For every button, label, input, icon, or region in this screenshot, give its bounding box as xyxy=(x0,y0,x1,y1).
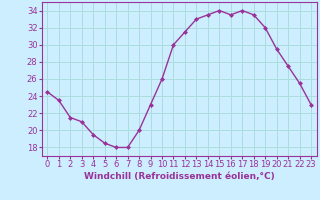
X-axis label: Windchill (Refroidissement éolien,°C): Windchill (Refroidissement éolien,°C) xyxy=(84,172,275,181)
